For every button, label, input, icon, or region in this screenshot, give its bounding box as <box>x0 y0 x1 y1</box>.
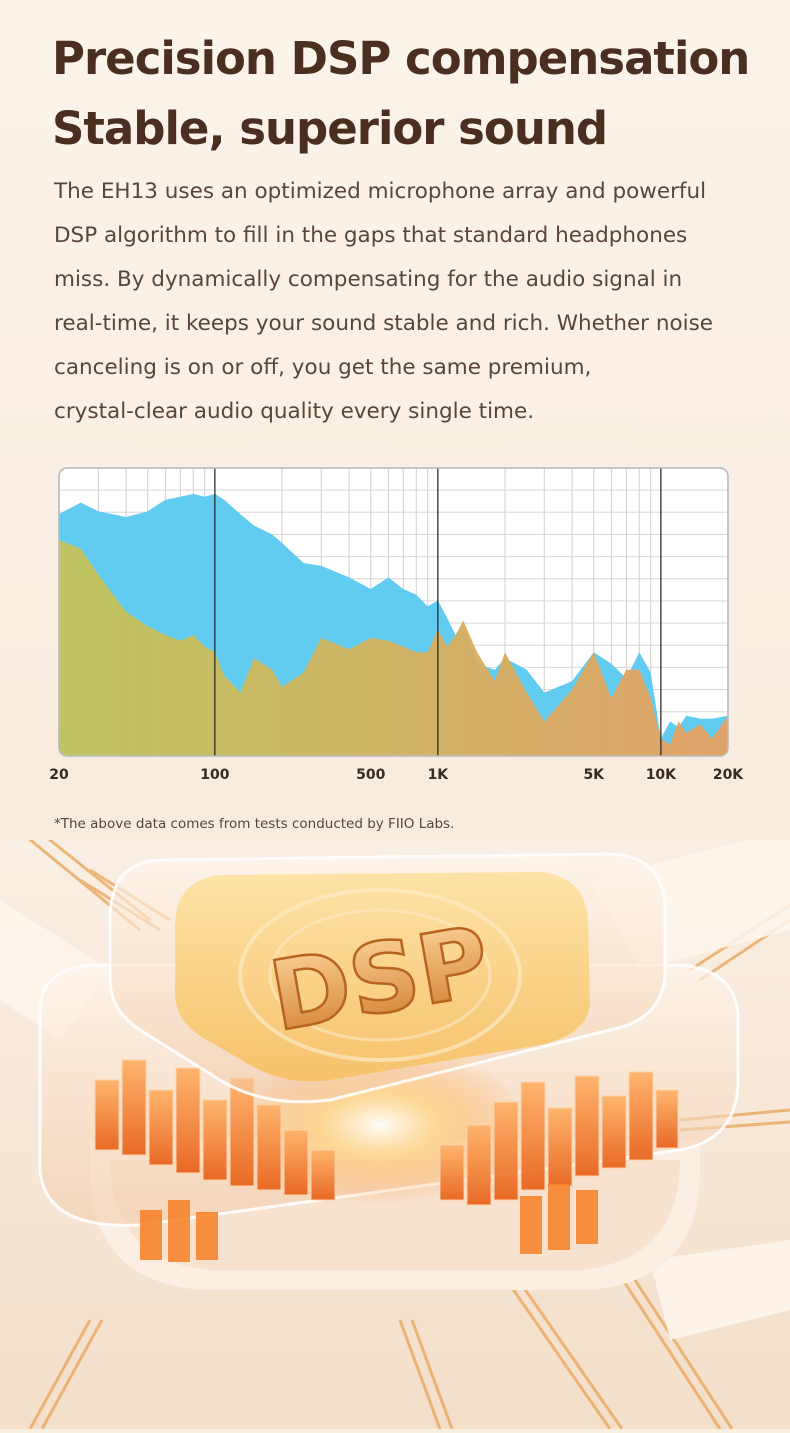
x-tick-label: 500 <box>356 767 385 783</box>
series-warm-area <box>59 540 728 756</box>
description-line: DSP algorithm to fill in the gaps that s… <box>54 223 688 248</box>
description-paragraph: The EH13 uses an optimized microphone ar… <box>54 170 732 434</box>
page-title: Precision DSP compensation Stable, super… <box>52 24 772 164</box>
x-tick-label: 10K <box>646 767 677 783</box>
description-line: real-time, it keeps your sound stable an… <box>54 311 714 336</box>
x-tick-label: 20 <box>49 767 69 783</box>
series-areas <box>59 493 728 756</box>
title-line-1: Precision DSP compensation <box>52 32 750 85</box>
chart-svg: 20 100 500 1K 5K 10K 20K <box>49 467 744 783</box>
footnote: *The above data comes from tests conduct… <box>54 816 455 832</box>
x-tick-label: 1K <box>428 767 450 783</box>
plot-border <box>58 467 729 757</box>
x-tick-label: 100 <box>200 767 229 783</box>
description-line: The EH13 uses an optimized microphone ar… <box>54 179 707 204</box>
description-line: canceling is on or off, you get the same… <box>54 355 592 380</box>
frequency-response-chart: 20 100 500 1K 5K 10K 20K <box>0 460 790 790</box>
description-line: crystal-clear audio quality every single… <box>54 399 535 424</box>
x-tick-label: 20K <box>713 767 744 783</box>
description-line: miss. By dynamically compensating for th… <box>54 267 683 292</box>
title-line-2: Stable, superior sound <box>52 102 608 155</box>
dsp-chip-illustration: DSP <box>0 798 790 1430</box>
x-tick-label: 5K <box>583 767 605 783</box>
dsp-chip-graphic: DSP <box>0 798 790 1430</box>
